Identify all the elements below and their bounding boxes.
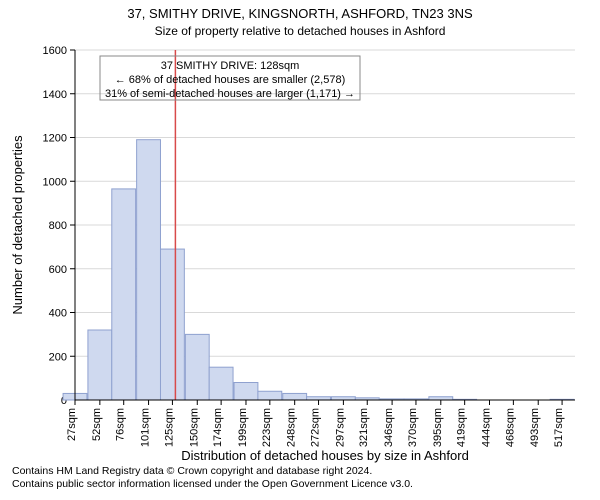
x-tick-label: 297sqm bbox=[334, 408, 346, 447]
x-tick-label: 150sqm bbox=[188, 408, 200, 447]
histogram-bar bbox=[88, 330, 112, 400]
x-tick-label: 174sqm bbox=[212, 408, 224, 447]
footer-line-2: Contains public sector information licen… bbox=[12, 478, 413, 492]
histogram-bar bbox=[258, 391, 282, 400]
y-tick-label: 400 bbox=[49, 308, 67, 320]
annotation-line-2: ← 68% of detached houses are smaller (2,… bbox=[115, 74, 346, 86]
x-tick-label: 223sqm bbox=[261, 408, 273, 447]
histogram-bar bbox=[234, 383, 258, 401]
chart-title-2: Size of property relative to detached ho… bbox=[0, 24, 600, 38]
histogram-bar bbox=[185, 334, 209, 400]
footer-line-1: Contains HM Land Registry data © Crown c… bbox=[12, 465, 413, 479]
histogram-bar bbox=[283, 393, 307, 400]
x-tick-label: 52sqm bbox=[91, 408, 103, 441]
y-axis-label: Number of detached properties bbox=[10, 135, 25, 315]
x-tick-label: 76sqm bbox=[115, 408, 127, 441]
y-tick-label: 800 bbox=[49, 220, 67, 232]
y-tick-label: 1600 bbox=[43, 45, 67, 57]
x-tick-label: 125sqm bbox=[163, 408, 175, 447]
y-tick-label: 200 bbox=[49, 351, 67, 363]
x-tick-label: 493sqm bbox=[529, 408, 541, 447]
x-tick-label: 468sqm bbox=[504, 408, 516, 447]
x-tick-label: 395sqm bbox=[432, 408, 444, 447]
chart-title-1: 37, SMITHY DRIVE, KINGSNORTH, ASHFORD, T… bbox=[0, 6, 600, 21]
histogram-chart: 0200400600800100012001400160027sqm52sqm7… bbox=[0, 0, 600, 500]
x-tick-label: 199sqm bbox=[237, 408, 249, 447]
histogram-bar bbox=[160, 249, 184, 400]
y-tick-label: 1000 bbox=[43, 176, 67, 188]
footer-attribution: Contains HM Land Registry data © Crown c… bbox=[12, 465, 413, 492]
x-tick-label: 517sqm bbox=[553, 408, 565, 447]
histogram-bar bbox=[137, 140, 161, 400]
y-tick-label: 600 bbox=[49, 264, 67, 276]
x-tick-label: 272sqm bbox=[310, 408, 322, 447]
x-tick-label: 248sqm bbox=[286, 408, 298, 447]
histogram-bar bbox=[112, 189, 136, 400]
x-tick-label: 321sqm bbox=[358, 408, 370, 447]
y-tick-label: 1400 bbox=[43, 89, 67, 101]
x-tick-label: 419sqm bbox=[456, 408, 468, 447]
x-tick-label: 101sqm bbox=[140, 408, 152, 447]
annotation-line-3: 31% of semi-detached houses are larger (… bbox=[105, 88, 355, 100]
y-tick-label: 1200 bbox=[43, 133, 67, 145]
x-tick-label: 370sqm bbox=[407, 408, 419, 447]
x-tick-label: 27sqm bbox=[66, 408, 78, 441]
histogram-bar bbox=[209, 367, 233, 400]
annotation-line-1: 37 SMITHY DRIVE: 128sqm bbox=[161, 60, 300, 72]
x-axis-label: Distribution of detached houses by size … bbox=[181, 448, 469, 463]
x-tick-label: 346sqm bbox=[383, 408, 395, 447]
x-tick-label: 444sqm bbox=[481, 408, 493, 447]
